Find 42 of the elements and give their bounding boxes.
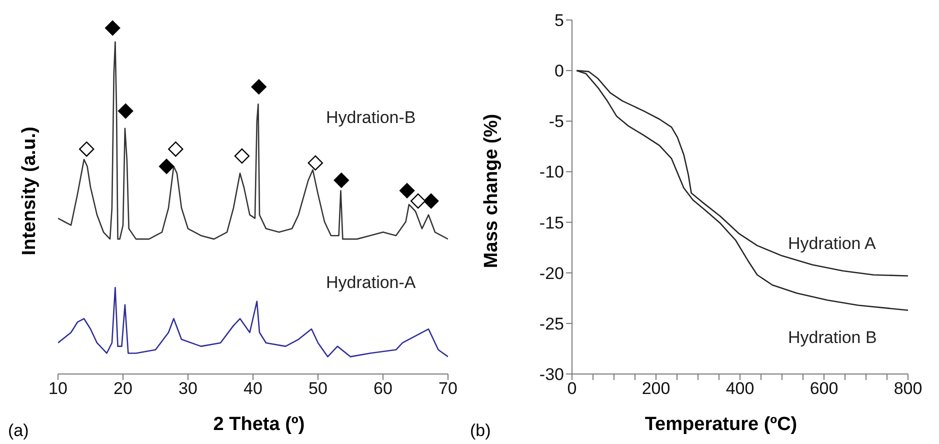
- x-tick-label: 400: [726, 379, 754, 398]
- text: (b): [470, 421, 491, 441]
- x-tick-label: 0: [567, 379, 577, 398]
- point: [105, 20, 120, 36]
- point: [158, 158, 174, 174]
- y-tick-label: -25: [539, 314, 564, 334]
- point: [251, 79, 266, 94]
- x-tick-label: 200: [642, 379, 670, 398]
- series-label: Hydration B: [788, 328, 877, 348]
- x-tick-label: 50: [308, 379, 328, 398]
- x-axis-title: Temperature (ºC): [644, 414, 798, 436]
- point: [399, 183, 415, 198]
- point: [168, 142, 184, 157]
- text: Hydration-B: [326, 108, 416, 128]
- y-tick-label: -5: [548, 112, 564, 132]
- y-tick-label: 0: [554, 62, 564, 81]
- x-tick-label: 20: [114, 379, 132, 398]
- point: [79, 142, 94, 157]
- series-label: Hydration A: [788, 234, 876, 254]
- y-tick-label: -15: [539, 213, 564, 232]
- x-axis-title: 2 Theta (º): [212, 414, 306, 436]
- x-tick-label: 30: [178, 379, 198, 398]
- x-tick-label: 60: [374, 379, 392, 398]
- x-tick-label: 40: [244, 379, 262, 398]
- point: [424, 193, 439, 209]
- text: (a): [8, 421, 29, 441]
- y-axis-title: Mass change (%): [481, 114, 503, 268]
- x-tick-label: 10: [48, 379, 68, 398]
- x-tick-label: 70: [438, 379, 458, 398]
- point: [410, 193, 426, 209]
- x-tick-label: 800: [894, 379, 922, 398]
- x-tick-label: 600: [810, 379, 838, 398]
- point: [118, 103, 134, 119]
- y-tick-label: 5: [554, 11, 564, 30]
- point: [334, 172, 349, 188]
- point: [308, 155, 323, 171]
- y-tick-label: -20: [539, 264, 564, 283]
- point: [234, 148, 250, 164]
- y-axis-title: Intensity (a.u.): [19, 126, 41, 256]
- text: Hydration-A: [326, 273, 416, 293]
- y-tick-label: -30: [539, 365, 564, 384]
- y-tick-label: -10: [539, 162, 564, 182]
